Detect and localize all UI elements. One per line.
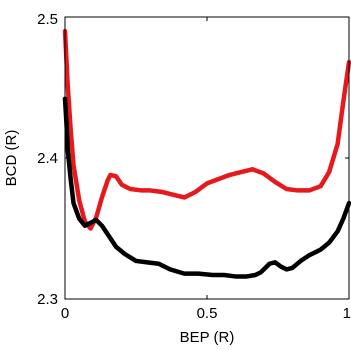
- y-axis-label: BCD (R): [3, 130, 20, 187]
- x-tick-label: 0.5: [197, 305, 218, 322]
- axis-ticks: 0 0.5 1 2.3 2.4 2.5: [37, 11, 351, 322]
- plot-lines: [62, 28, 351, 279]
- x-axis-label: BEP (R): [180, 329, 235, 346]
- y-tick-label: 2.4: [37, 150, 58, 167]
- y-tick-label: 2.3: [37, 291, 58, 308]
- series-line-1: [62, 28, 351, 231]
- x-tick-label: 0: [61, 305, 69, 322]
- series-line-2: [62, 96, 351, 279]
- y-tick-label: 2.5: [37, 11, 58, 28]
- x-tick-label: 1: [343, 305, 351, 322]
